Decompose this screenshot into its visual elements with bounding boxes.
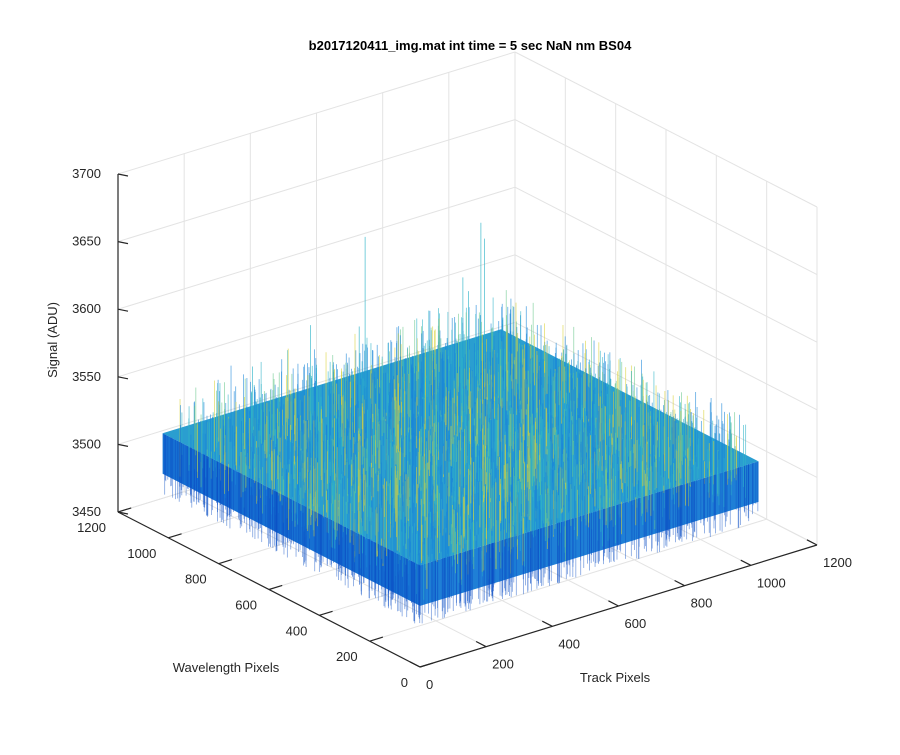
side-wall-grid-line-z [514,254,818,411]
y-tick-label: 1200 [77,520,106,535]
y-tick [419,662,434,668]
z-tick-label: 3550 [72,369,101,384]
x-tick-label: 400 [558,636,580,651]
y-tick-label: 400 [286,623,308,638]
z-tick-label: 3600 [72,301,101,316]
y-tick [369,636,384,642]
y-tick [268,584,283,591]
z-axis-label: Signal (ADU) [45,302,60,378]
y-tick-label: 600 [235,598,257,613]
y-tick-label: 200 [336,649,358,664]
z-tick [117,376,129,380]
z-tick [117,308,129,312]
floor-grid-line-y [369,518,767,642]
y-tick-label: 800 [185,572,207,587]
x-tick [608,600,619,607]
y-tick [319,610,333,616]
y-axis-label: Wavelength Pixels [173,660,280,675]
side-wall-grid-line-z [514,119,818,276]
y-tick-label: 0 [401,675,408,690]
back-wall-grid-line-z [117,186,516,310]
x-axis-label: Track Pixels [580,670,651,685]
back-wall-grid-line-z [117,119,516,243]
y-tick [117,507,132,513]
z-tick-label: 3450 [72,504,101,519]
y-tick-label: 1000 [127,546,156,561]
z-tick [117,511,129,515]
x-tick-label: 1000 [757,575,786,590]
back-wall-grid-line-z [117,51,516,175]
z-tick-label: 3700 [72,166,101,181]
x-tick [674,579,685,587]
x-tick [475,640,487,648]
x-tick-label: 1200 [823,555,852,570]
chart-title: b2017120411_img.mat int time = 5 sec NaN… [309,38,632,53]
x-tick-label: 0 [426,677,433,692]
z-tick [117,173,129,177]
z-tick-label: 3500 [72,436,101,451]
y-tick [168,533,182,539]
x-tick [409,661,421,668]
x-tick-label: 600 [625,616,647,631]
side-wall-grid-line-z [514,186,818,343]
z-tick-label: 3650 [72,234,101,249]
x-tick [806,539,818,546]
x-tick [740,559,752,566]
x-tick-label: 200 [492,657,514,672]
side-wall-grid-line-z [514,51,818,208]
surface-layer [162,222,759,624]
back-wall-grid-line-z [117,254,516,378]
x-tick [541,620,553,627]
x-tick-label: 800 [691,596,713,611]
y-tick [218,559,233,565]
z-tick [117,241,129,245]
axis-layer: 0 200 400 600 800 1000 1200 0 200 400 600 800 1000 12… [72,166,852,692]
z-tick [117,443,129,447]
